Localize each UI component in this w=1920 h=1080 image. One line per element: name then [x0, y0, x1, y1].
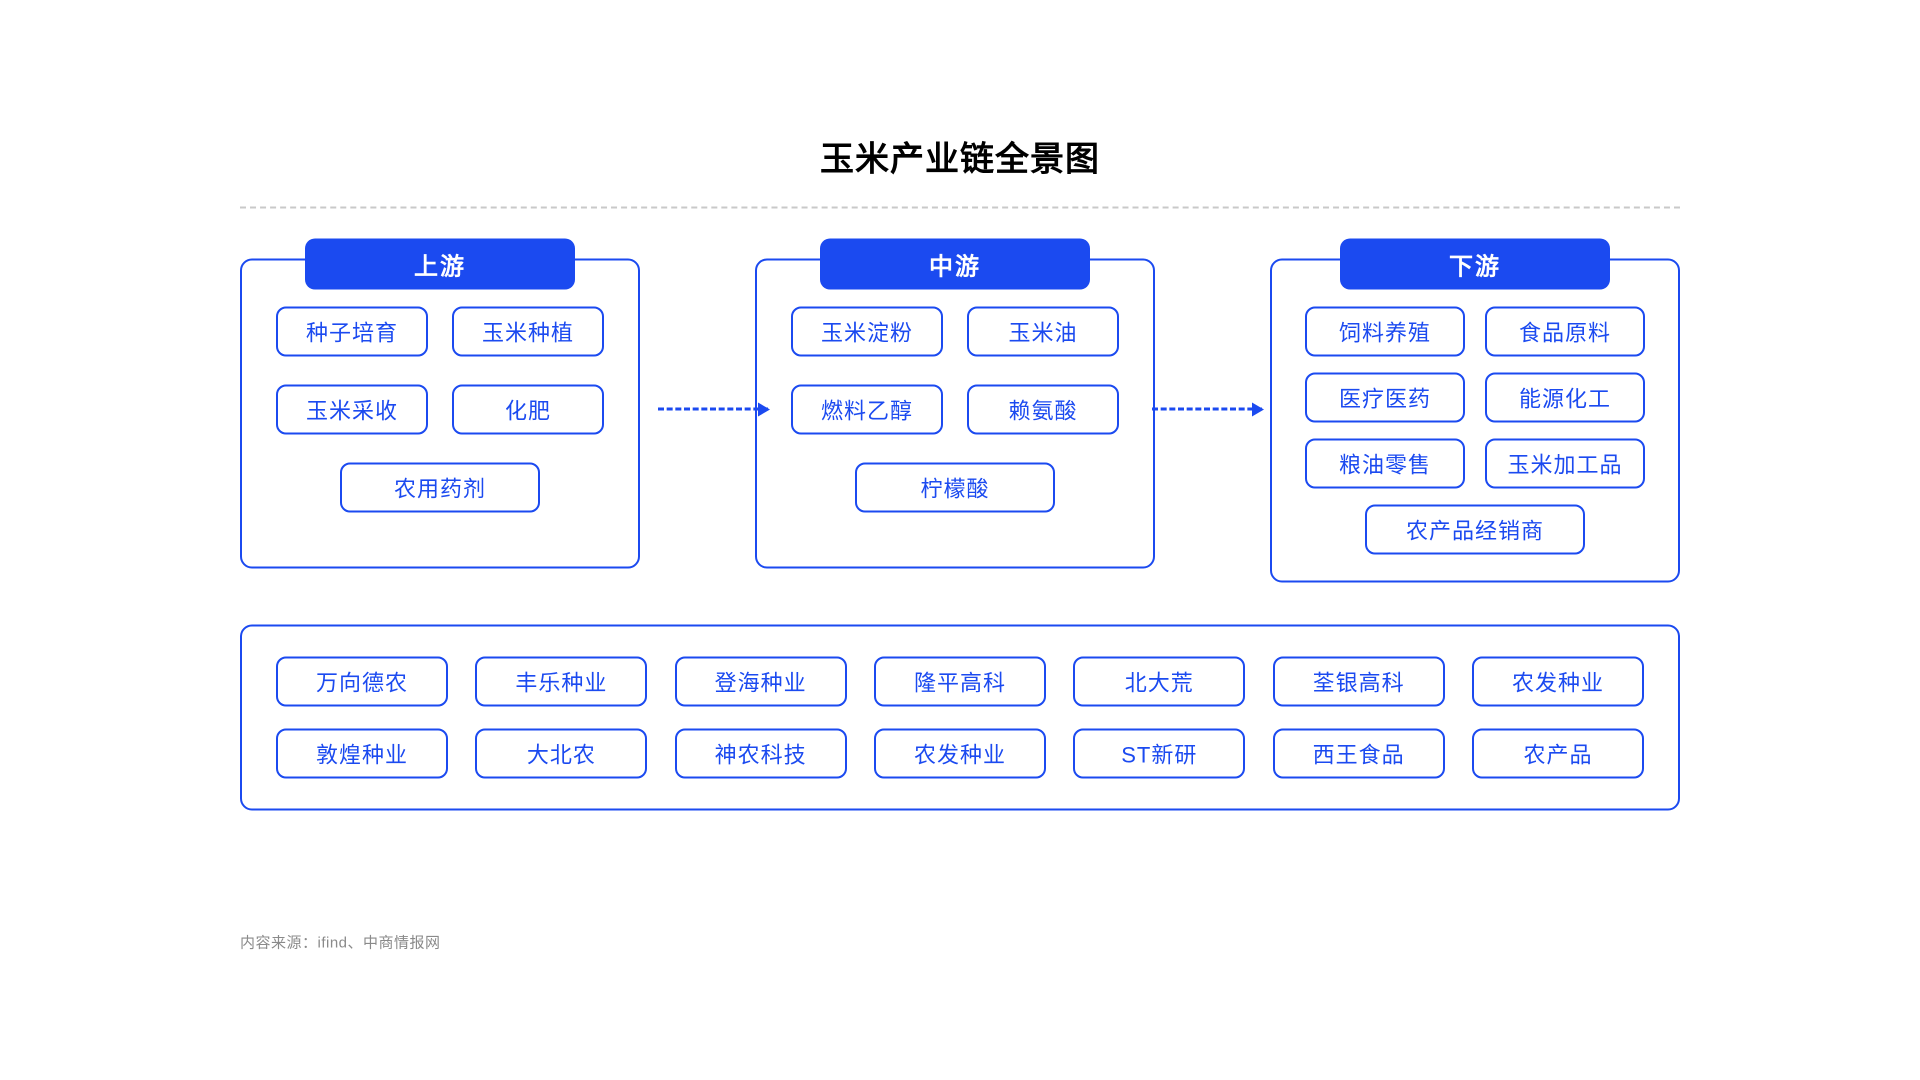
pill-downstream-6: 农产品经销商	[1365, 505, 1585, 555]
pill-midstream-2: 燃料乙醇	[791, 385, 943, 435]
stage-midstream: 中游 玉米淀粉 玉米油 燃料乙醇 赖氨酸 柠檬酸	[755, 259, 1155, 569]
company-11: ST新研	[1073, 729, 1245, 779]
pill-downstream-2: 医疗医药	[1305, 373, 1465, 423]
company-4: 北大荒	[1073, 657, 1245, 707]
pill-upstream-0: 种子培育	[276, 307, 428, 357]
pill-upstream-3: 化肥	[452, 385, 604, 435]
company-1: 丰乐种业	[475, 657, 647, 707]
company-12: 西王食品	[1273, 729, 1445, 779]
diagram-canvas: 玉米产业链全景图 上游 种子培育 玉米种植 玉米采收 化肥 农用药剂 中游 玉米…	[180, 102, 1740, 979]
pill-downstream-5: 玉米加工品	[1485, 439, 1645, 489]
upstream-grid: 种子培育 玉米种植 玉米采收 化肥 农用药剂	[268, 307, 612, 513]
company-6: 农发种业	[1472, 657, 1644, 707]
pill-upstream-4: 农用药剂	[340, 463, 540, 513]
pill-midstream-0: 玉米淀粉	[791, 307, 943, 357]
pill-upstream-1: 玉米种植	[452, 307, 604, 357]
company-10: 农发种业	[874, 729, 1046, 779]
pill-upstream-2: 玉米采收	[276, 385, 428, 435]
company-2: 登海种业	[675, 657, 847, 707]
stage-header-upstream: 上游	[305, 239, 575, 290]
company-3: 隆平高科	[874, 657, 1046, 707]
stage-downstream: 下游 饲料养殖 食品原料 医疗医药 能源化工 粮油零售 玉米加工品 农产品经销商	[1270, 259, 1680, 583]
company-13: 农产品	[1472, 729, 1644, 779]
companies-grid: 万向德农 丰乐种业 登海种业 隆平高科 北大荒 荃银高科 农发种业 敦煌种业 大…	[276, 657, 1644, 779]
pill-midstream-4: 柠檬酸	[855, 463, 1055, 513]
company-7: 敦煌种业	[276, 729, 448, 779]
company-0: 万向德农	[276, 657, 448, 707]
downstream-grid: 饲料养殖 食品原料 医疗医药 能源化工 粮油零售 玉米加工品 农产品经销商	[1298, 307, 1652, 555]
company-8: 大北农	[475, 729, 647, 779]
midstream-grid: 玉米淀粉 玉米油 燃料乙醇 赖氨酸 柠檬酸	[783, 307, 1127, 513]
arrow-midstream-to-downstream	[1152, 408, 1262, 411]
pill-midstream-1: 玉米油	[967, 307, 1119, 357]
page-title: 玉米产业链全景图	[180, 102, 1740, 181]
company-9: 神农科技	[675, 729, 847, 779]
pill-midstream-3: 赖氨酸	[967, 385, 1119, 435]
source-label: 内容来源：ifind、中商情报网	[240, 932, 441, 953]
pill-downstream-4: 粮油零售	[1305, 439, 1465, 489]
companies-panel: 万向德农 丰乐种业 登海种业 隆平高科 北大荒 荃银高科 农发种业 敦煌种业 大…	[240, 625, 1680, 811]
stage-upstream: 上游 种子培育 玉米种植 玉米采收 化肥 农用药剂	[240, 259, 640, 569]
title-divider	[240, 207, 1680, 209]
stage-row: 上游 种子培育 玉米种植 玉米采收 化肥 农用药剂 中游 玉米淀粉 玉米油 燃料…	[240, 259, 1680, 583]
company-5: 荃银高科	[1273, 657, 1445, 707]
arrow-upstream-to-midstream	[658, 408, 768, 411]
stage-header-midstream: 中游	[820, 239, 1090, 290]
stage-header-downstream: 下游	[1340, 239, 1610, 290]
pill-downstream-1: 食品原料	[1485, 307, 1645, 357]
pill-downstream-3: 能源化工	[1485, 373, 1645, 423]
pill-downstream-0: 饲料养殖	[1305, 307, 1465, 357]
